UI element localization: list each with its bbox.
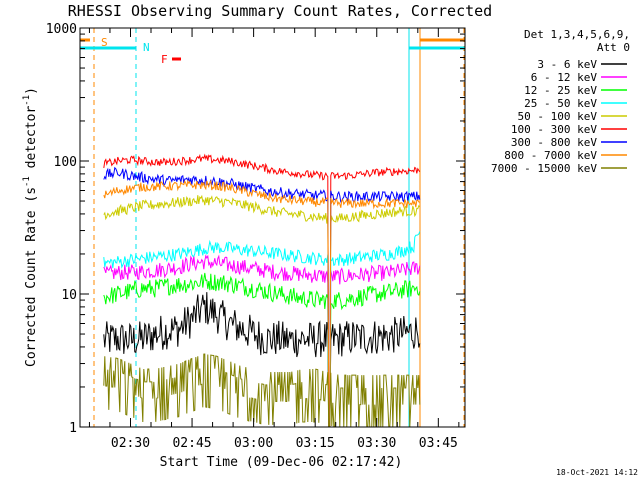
saa-flag-label: S (101, 36, 108, 49)
x-tick-label: 02:30 (111, 436, 150, 451)
x-tick-label: 03:45 (419, 436, 458, 451)
legend-label: 800 - 7000 keV (504, 149, 597, 162)
night-flag-label: N (143, 41, 150, 54)
flare-flag-label: F (161, 53, 168, 66)
legend-header-line-2: Att 0 (597, 41, 630, 54)
series-line (103, 194, 421, 428)
axis-ticks: 1 10 100 1000 02:30 02:45 03:00 03:15 03:30 03:45 (46, 22, 465, 451)
series-line (103, 179, 420, 428)
y-tick-label: 1000 (46, 22, 77, 37)
y-label-main: Corrected Count Rate (s (24, 187, 39, 367)
y-axis-label: Corrected Count Rate (s-1 detector-1) (22, 87, 39, 367)
legend-label: 6 - 12 keV (531, 71, 598, 84)
legend-label: 100 - 300 keV (511, 123, 597, 136)
legend-label: 300 - 800 keV (511, 136, 597, 149)
observing-flags: S NF (80, 28, 465, 427)
y-label-exp1: -1 (22, 176, 32, 187)
legend-label: 3 - 6 keV (537, 58, 597, 71)
series-line (103, 254, 421, 428)
series-line (103, 166, 421, 428)
legend-label: 12 - 25 keV (524, 84, 597, 97)
series-line (103, 231, 421, 428)
legend-label: 50 - 100 keV (518, 110, 598, 123)
x-tick-label: 03:00 (234, 436, 273, 451)
x-tick-label: 02:45 (172, 436, 211, 451)
legend-label: 7000 - 15000 keV (491, 162, 597, 175)
x-tick-label: 03:15 (296, 436, 335, 451)
series-line (103, 272, 421, 428)
y-tick-label: 10 (61, 288, 77, 303)
series-line (103, 153, 421, 428)
legend-label: 25 - 50 keV (524, 97, 597, 110)
y-label-end: ) (24, 87, 39, 95)
y-label-exp2: -1 (22, 95, 32, 106)
timestamp: 18-Oct-2021 14:12 (556, 468, 638, 477)
x-axis-label: Start Time (09-Dec-06 02:17:42) (160, 455, 403, 470)
legend-header-line-1: Det 1,3,4,5,6,9, (524, 28, 630, 41)
series-line (103, 292, 421, 428)
plot-frame (79, 27, 466, 428)
y-tick-label: 100 (54, 155, 77, 170)
y-tick-label: 1 (69, 421, 77, 436)
y-label-mid: detector (24, 106, 39, 177)
chart-title: RHESSI Observing Summary Count Rates, Co… (68, 2, 492, 20)
x-tick-label: 03:30 (357, 436, 396, 451)
